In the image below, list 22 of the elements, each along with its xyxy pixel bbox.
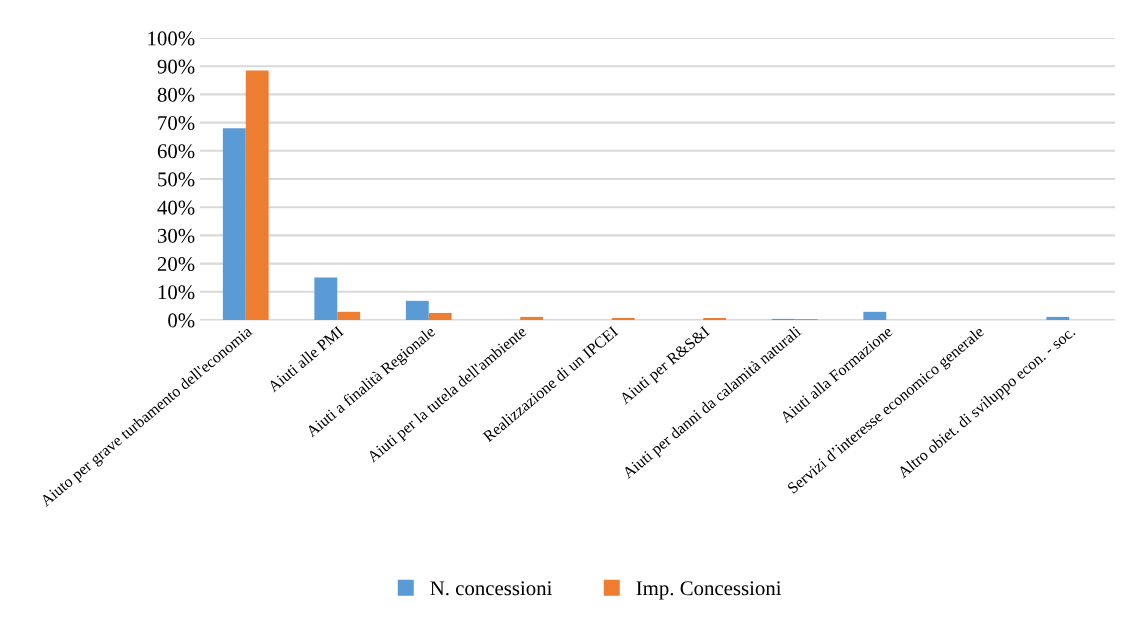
y-tick-label: 30%	[157, 228, 195, 243]
y-tick-label: 80%	[157, 87, 195, 102]
bar	[245, 70, 269, 320]
y-tick-label: 10%	[158, 285, 195, 300]
y-tick-label: 90%	[157, 59, 195, 74]
y-tick-label: 20%	[157, 256, 195, 272]
bar	[863, 311, 887, 320]
legend-label: Imp. Concessioni	[636, 581, 782, 600]
bar	[520, 316, 544, 320]
bar	[337, 311, 361, 320]
y-tick-label: 60%	[157, 144, 195, 159]
y-tick-label: 70%	[158, 115, 195, 131]
bar	[405, 300, 429, 320]
bar	[1046, 316, 1070, 320]
y-tick-label: 50%	[158, 172, 195, 187]
y-tick-label: 40%	[157, 200, 195, 215]
bar	[314, 277, 338, 320]
bar	[428, 312, 452, 320]
legend-label: N. concessioni	[430, 581, 552, 596]
y-tick-label: 0%	[168, 313, 195, 328]
y-tick-label: 100%	[148, 31, 195, 46]
bar	[222, 128, 246, 320]
